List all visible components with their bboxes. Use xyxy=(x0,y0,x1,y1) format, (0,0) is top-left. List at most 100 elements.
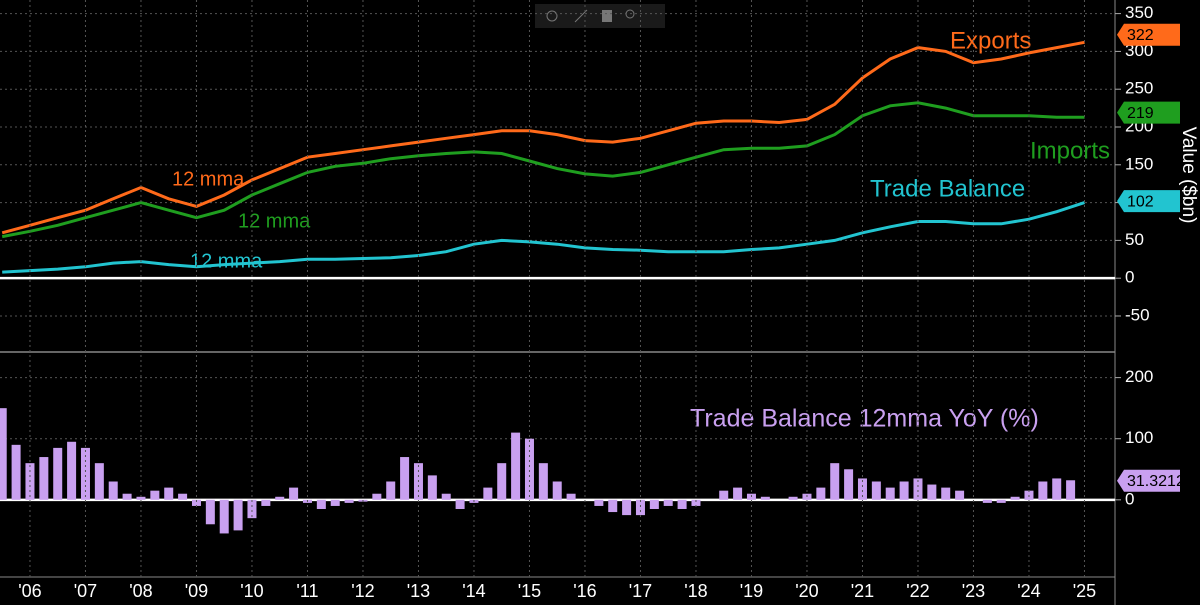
bar xyxy=(233,499,243,531)
x-tick-label: '22 xyxy=(906,581,929,601)
panel-title: Trade Balance 12mma YoY (%) xyxy=(690,405,1039,433)
bar xyxy=(316,499,326,509)
x-tick-label: '18 xyxy=(684,581,707,601)
x-tick-label: '08 xyxy=(129,581,152,601)
bar xyxy=(941,487,951,500)
x-tick-label: '19 xyxy=(740,581,763,601)
bar xyxy=(1010,496,1020,500)
y-tick-label: 200 xyxy=(1125,367,1153,386)
bar xyxy=(205,499,215,525)
bar xyxy=(497,463,507,500)
bar xyxy=(11,444,21,500)
bar xyxy=(53,447,63,500)
bar xyxy=(677,499,687,509)
annotation: 12 mma xyxy=(190,250,263,272)
x-tick-label: '20 xyxy=(795,581,818,601)
y-tick-label: 250 xyxy=(1125,79,1153,98)
y-tick-label: 0 xyxy=(1125,489,1134,508)
bar xyxy=(164,487,174,500)
table-icon[interactable] xyxy=(602,10,612,22)
x-tick-label: '25 xyxy=(1073,581,1096,601)
bar xyxy=(150,490,160,500)
series-line xyxy=(1,101,1085,239)
bar xyxy=(261,499,271,506)
x-tick-label: '24 xyxy=(1017,581,1040,601)
bar xyxy=(608,499,618,513)
value-tag-label: 31.3212 xyxy=(1127,473,1185,490)
bar xyxy=(511,432,521,500)
bar xyxy=(857,478,867,500)
bar xyxy=(108,481,118,500)
y-axis-title: Value ($bn) xyxy=(1178,127,1199,224)
bar xyxy=(566,493,576,500)
bar xyxy=(178,493,188,500)
bar xyxy=(788,496,798,500)
series-line xyxy=(2,201,1085,274)
bar xyxy=(524,438,534,500)
bar xyxy=(719,490,729,500)
series-label: Trade Balance xyxy=(870,175,1025,202)
x-tick-label: '15 xyxy=(518,581,541,601)
value-tag xyxy=(1117,101,1180,124)
value-tag xyxy=(1117,190,1180,213)
value-tag xyxy=(1117,469,1180,492)
bar xyxy=(760,496,770,500)
bar xyxy=(552,481,562,500)
x-tick-label: '12 xyxy=(351,581,374,601)
bar xyxy=(386,481,396,500)
bar xyxy=(830,463,840,500)
bar xyxy=(67,441,77,500)
value-tag-label: 102 xyxy=(1127,193,1154,210)
value-tag-label: 219 xyxy=(1127,105,1154,122)
annotation: 12 mma xyxy=(172,168,245,190)
x-tick-label: '16 xyxy=(573,581,596,601)
bar xyxy=(0,408,7,500)
bar xyxy=(871,481,881,500)
x-tick-label: '07 xyxy=(74,581,97,601)
bar xyxy=(275,496,285,500)
bar xyxy=(289,487,299,500)
bar xyxy=(885,487,895,500)
bar xyxy=(955,490,965,500)
bar xyxy=(844,469,854,500)
series-line xyxy=(1,40,1085,235)
x-tick-label: '06 xyxy=(18,581,41,601)
annotation: 12 mma xyxy=(238,210,311,232)
value-tag xyxy=(1117,23,1180,46)
y-tick-label: 0 xyxy=(1125,268,1134,287)
x-tick-label: '09 xyxy=(185,581,208,601)
bar xyxy=(1066,480,1076,500)
bar xyxy=(400,457,410,500)
bar xyxy=(913,478,923,500)
value-tag-label: 322 xyxy=(1127,27,1154,44)
bar xyxy=(538,463,548,500)
x-tick-label: '17 xyxy=(629,581,652,601)
bar xyxy=(927,484,937,500)
bar xyxy=(1038,481,1048,500)
x-tick-label: '13 xyxy=(407,581,430,601)
bar xyxy=(80,447,90,500)
bar xyxy=(594,499,604,506)
bar xyxy=(996,499,1006,503)
bar xyxy=(372,493,382,500)
bar xyxy=(427,475,437,500)
bar xyxy=(247,499,257,519)
y-tick-label: 100 xyxy=(1125,428,1153,447)
bar xyxy=(219,499,229,534)
x-tick-label: '21 xyxy=(851,581,874,601)
series-label: Imports xyxy=(1030,137,1110,164)
bar xyxy=(649,499,659,509)
bar xyxy=(136,496,146,500)
y-tick-label: -50 xyxy=(1125,305,1150,324)
bar xyxy=(441,493,451,500)
crosshair-icon[interactable] xyxy=(546,10,558,22)
bar xyxy=(982,499,992,503)
bar xyxy=(94,463,104,500)
bar xyxy=(330,499,340,506)
bar xyxy=(122,493,132,500)
x-tick-label: '10 xyxy=(240,581,263,601)
toolbar[interactable] xyxy=(535,4,665,28)
x-tick-label: '23 xyxy=(962,581,985,601)
bar xyxy=(899,481,909,500)
